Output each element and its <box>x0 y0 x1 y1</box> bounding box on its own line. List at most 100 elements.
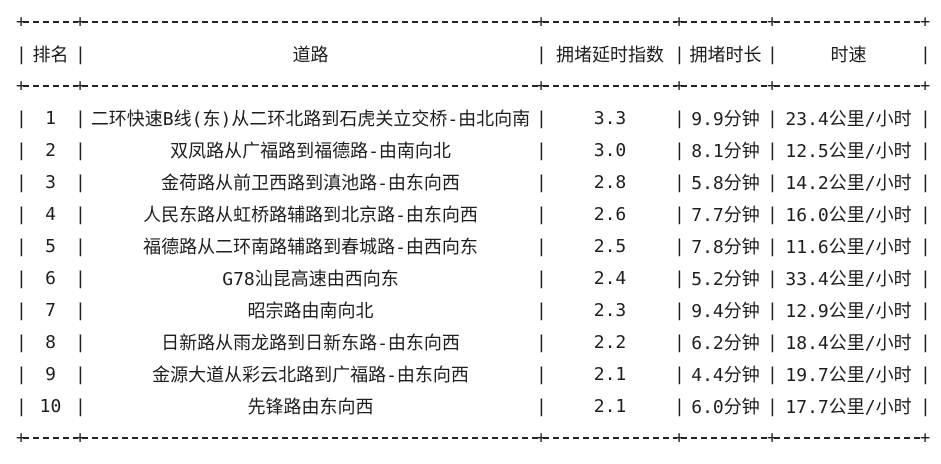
border-junction: + <box>16 76 27 96</box>
congestion-duration-cell: 5.2分钟 <box>691 269 760 290</box>
border-dash <box>82 70 539 102</box>
table-top-border: + + + + + + <box>16 6 941 38</box>
column-separator: | <box>536 235 547 257</box>
border-dash <box>681 70 770 102</box>
rank-cell: 5 <box>45 235 56 257</box>
column-separator: | <box>767 107 778 129</box>
column-separator: | <box>767 171 778 193</box>
column-separator: | <box>674 331 685 353</box>
column-separator: | <box>920 43 931 65</box>
speed-cell: 33.4公里/小时 <box>785 269 912 290</box>
column-separator: | <box>674 171 685 193</box>
column-separator: | <box>16 331 27 353</box>
congestion-index-cell: 3.3 <box>593 107 627 129</box>
table-row: | 2 | 双凤路从广福路到福德路-由南向北 | 3.0 | 8.1分钟 | 1… <box>16 134 941 166</box>
congestion-duration-cell: 4.4分钟 <box>691 365 760 386</box>
rank-cell: 9 <box>45 363 56 385</box>
column-separator: | <box>674 395 685 417</box>
border-junction: + <box>767 428 778 448</box>
column-separator: | <box>75 43 86 65</box>
column-separator: | <box>920 267 931 289</box>
column-separator: | <box>75 203 86 225</box>
column-separator: | <box>536 331 547 353</box>
table-row: | 3 | 金荷路从前卫西路到滇池路-由东向西 | 2.8 | 5.8分钟 | … <box>16 166 941 198</box>
speed-cell: 14.2公里/小时 <box>785 173 912 194</box>
column-separator: | <box>16 203 27 225</box>
column-separator: | <box>75 331 86 353</box>
table-row: | 7 | 昭宗路由南向北 | 2.3 | 9.4分钟 | 12.9公里/小时 … <box>16 294 941 326</box>
column-separator: | <box>674 299 685 321</box>
congestion-duration-cell: 8.1分钟 <box>691 141 760 162</box>
congestion-index-cell: 2.1 <box>593 363 627 385</box>
speed-cell: 11.6公里/小时 <box>785 237 912 258</box>
column-separator: | <box>536 363 547 385</box>
border-dash <box>543 6 677 38</box>
column-separator: | <box>767 203 778 225</box>
table-row: | 4 | 人民东路从虹桥路辅路到北京路-由东向西 | 2.6 | 7.7分钟 … <box>16 198 941 230</box>
border-dash <box>543 70 677 102</box>
column-separator: | <box>920 331 931 353</box>
table-row: | 1 | 二环快速B线(东)从二环北路到石虎关立交桥-由北向南 | 3.3 |… <box>16 102 941 134</box>
border-junction: + <box>75 76 86 96</box>
column-separator: | <box>920 299 931 321</box>
border-junction: + <box>674 76 685 96</box>
border-dash <box>774 70 923 102</box>
column-separator: | <box>767 363 778 385</box>
column-separator: | <box>536 139 547 161</box>
column-separator: | <box>16 267 27 289</box>
border-junction: + <box>75 12 86 32</box>
column-separator: | <box>920 363 931 385</box>
congestion-ranking-table: + + + + + + | 排名 | 道路 | 拥堵延时指数 | 拥堵时长 | … <box>16 6 941 454</box>
congestion-index-cell: 2.6 <box>593 203 627 225</box>
border-junction: + <box>75 428 86 448</box>
border-dash <box>774 422 923 454</box>
table-header-row: | 排名 | 道路 | 拥堵延时指数 | 拥堵时长 | 时速 | <box>16 38 941 70</box>
road-cell: 先锋路由东向西 <box>247 397 374 418</box>
column-separator: | <box>75 107 86 129</box>
congestion-index-cell: 2.8 <box>593 171 627 193</box>
border-junction: + <box>536 76 547 96</box>
congestion-duration-cell: 5.8分钟 <box>691 173 760 194</box>
column-separator: | <box>536 203 547 225</box>
border-junction: + <box>920 12 931 32</box>
column-separator: | <box>75 235 86 257</box>
column-separator: | <box>674 235 685 257</box>
road-cell: 二环快速B线(东)从二环北路到石虎关立交桥-由北向南 <box>90 109 531 130</box>
road-cell: 金荷路从前卫西路到滇池路-由东向西 <box>161 173 460 194</box>
border-junction: + <box>16 12 27 32</box>
speed-cell: 12.9公里/小时 <box>785 301 912 322</box>
border-dash <box>774 6 923 38</box>
column-separator: | <box>920 171 931 193</box>
congestion-index-cell: 2.2 <box>593 331 627 353</box>
table-bottom-border: + + + + + + <box>16 422 941 454</box>
border-dash <box>681 422 770 454</box>
road-cell: 双凤路从广福路到福德路-由南向北 <box>170 141 451 162</box>
column-separator: | <box>536 171 547 193</box>
column-separator: | <box>767 299 778 321</box>
road-cell: G78汕昆高速由西向东 <box>222 269 399 290</box>
header-cell-rank: 排名 <box>32 45 69 66</box>
column-separator: | <box>767 139 778 161</box>
table-row: | 8 | 日新路从雨龙路到日新东路-由东向西 | 2.2 | 6.2分钟 | … <box>16 326 941 358</box>
column-separator: | <box>75 395 86 417</box>
congestion-duration-cell: 9.4分钟 <box>691 301 760 322</box>
border-junction: + <box>674 12 685 32</box>
rank-cell: 7 <box>45 299 56 321</box>
header-cell-speed: 时速 <box>830 45 867 66</box>
rank-cell: 10 <box>39 395 62 417</box>
column-separator: | <box>16 43 27 65</box>
congestion-duration-cell: 7.8分钟 <box>691 237 760 258</box>
column-separator: | <box>536 43 547 65</box>
congestion-index-cell: 2.5 <box>593 235 627 257</box>
speed-cell: 16.0公里/小时 <box>785 205 912 226</box>
border-junction: + <box>536 12 547 32</box>
column-separator: | <box>536 299 547 321</box>
rank-cell: 1 <box>45 107 56 129</box>
rank-cell: 6 <box>45 267 56 289</box>
column-separator: | <box>674 139 685 161</box>
border-dash <box>23 422 78 454</box>
rank-cell: 8 <box>45 331 56 353</box>
column-separator: | <box>920 107 931 129</box>
border-junction: + <box>674 428 685 448</box>
